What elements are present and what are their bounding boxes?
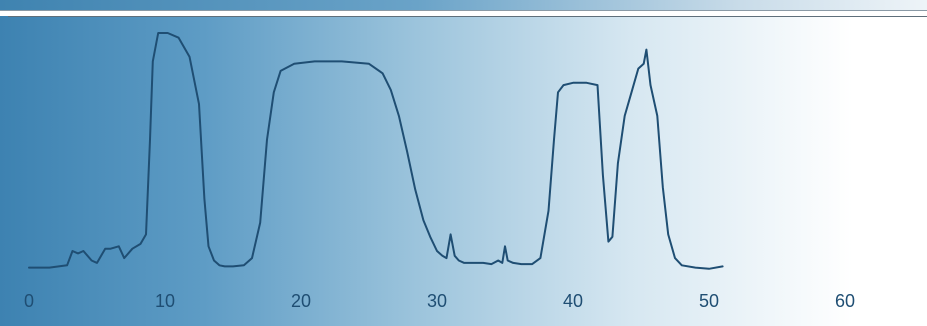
- top-band: [0, 0, 927, 11]
- x-tick-label: 50: [699, 291, 719, 311]
- x-tick-label: 60: [835, 291, 855, 311]
- plot-panel: [0, 16, 927, 326]
- x-tick-label: 20: [291, 291, 311, 311]
- series-line-0: [28, 32, 724, 270]
- x-tick-label: 30: [427, 291, 447, 311]
- series-layer: [28, 32, 724, 270]
- x-tick-label: 40: [563, 291, 583, 311]
- x-tick-label: 10: [155, 291, 175, 311]
- x-tick-label: 0: [24, 291, 34, 311]
- x-axis-ticks: 0 10 20 30 40 50 60: [24, 291, 855, 311]
